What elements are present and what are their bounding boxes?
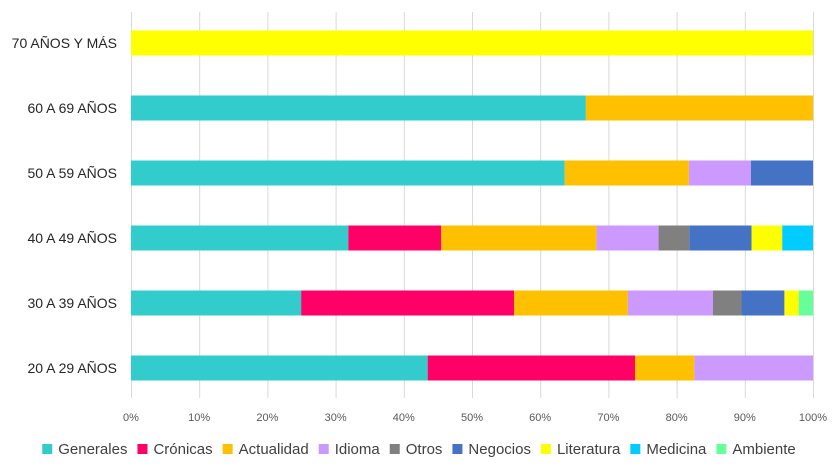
legend-swatch-negocios: [452, 444, 463, 454]
bar-segment-literatura-row-3: [751, 225, 783, 251]
legend: Generales Crónicas Actualidad Idioma Otros Ne…: [42, 441, 796, 458]
bar-segment-literatura-row-4: [784, 290, 799, 316]
x-tick-label: 30%: [325, 412, 347, 424]
bar-segment-actualidad-row-3: [441, 225, 597, 251]
category-labels: 70 AÑOS Y MÁS 60 A 69 AÑOS 50 A 59 AÑOS 40 …: [12, 35, 117, 376]
bar-segment-ambiente-row-4: [798, 290, 813, 316]
gridlines: [131, 12, 814, 398]
legend-label-idioma: Idioma: [335, 441, 381, 458]
legend-swatch-idioma: [318, 444, 329, 454]
category-label: 40 A 49 AÑOS: [27, 230, 117, 246]
x-tick-label: 90%: [734, 412, 756, 424]
bar-segment-generales-row-2: [131, 160, 565, 186]
x-tick-label: 10%: [188, 412, 210, 424]
x-tick-label: 40%: [393, 412, 415, 424]
bar-segment-crónicas-row-4: [301, 290, 515, 316]
x-tick-label: 50%: [461, 412, 483, 424]
bar-segment-actualidad-row-2: [564, 160, 689, 186]
legend-swatch-crónicas: [137, 444, 148, 454]
category-label: 50 A 59 AÑOS: [27, 165, 117, 181]
legend-swatch-medicina: [630, 444, 641, 454]
bar-segment-generales-row-4: [131, 290, 302, 316]
bar-segment-otros-row-4: [712, 290, 742, 316]
category-label: 20 A 29 AÑOS: [27, 360, 117, 376]
legend-label-ambiente: Ambiente: [732, 441, 795, 458]
bar-segment-generales-row-5: [131, 355, 428, 381]
legend-swatch-literatura: [540, 444, 551, 454]
category-label: 30 A 39 AÑOS: [27, 295, 117, 311]
bar-segment-actualidad-row-4: [514, 290, 628, 316]
legend-swatch-actualidad: [222, 444, 233, 454]
legend-swatch-otros: [389, 444, 400, 454]
bar-segment-negocios-row-3: [689, 225, 752, 251]
bar-segment-otros-row-3: [658, 225, 690, 251]
legend-label-negocios: Negocios: [468, 441, 531, 458]
x-tick-label: 70%: [597, 412, 619, 424]
bar-segment-generales-row-1: [131, 95, 586, 121]
category-label: 70 AÑOS Y MÁS: [12, 35, 117, 51]
bar-segment-idioma-row-2: [688, 160, 751, 186]
bar-segment-crónicas-row-3: [348, 225, 442, 251]
category-label: 60 A 69 AÑOS: [27, 100, 117, 116]
legend-label-generales: Generales: [58, 441, 127, 458]
legend-swatch-ambiente: [716, 444, 727, 454]
bar-segment-idioma-row-4: [627, 290, 713, 316]
legend-label-medicina: Medicina: [646, 441, 707, 458]
legend-label-crónicas: Crónicas: [153, 441, 212, 458]
x-tick-label: 100%: [799, 412, 827, 424]
x-tick-label: 0%: [123, 412, 139, 424]
bar-segment-idioma-row-3: [596, 225, 659, 251]
bar-segment-medicina-row-3: [782, 225, 813, 251]
legend-swatch-generales: [42, 444, 53, 454]
legend-label-otros: Otros: [406, 441, 443, 458]
bar-segment-literatura-row-0: [131, 30, 813, 56]
bar-segment-crónicas-row-5: [427, 355, 635, 381]
bar-segment-negocios-row-2: [750, 160, 813, 186]
bar-segment-idioma-row-5: [694, 355, 813, 381]
bars: [131, 30, 813, 381]
x-tick-label: 20%: [256, 412, 278, 424]
x-tick-label: 80%: [666, 412, 688, 424]
bar-segment-actualidad-row-5: [634, 355, 695, 381]
legend-label-actualidad: Actualidad: [239, 441, 309, 458]
x-tick-labels: 0% 10% 20% 30% 40% 50% 60% 70% 80% 90% 100%: [123, 412, 827, 424]
bar-segment-negocios-row-4: [741, 290, 785, 316]
bar-segment-actualidad-row-1: [585, 95, 813, 121]
x-tick-label: 60%: [529, 412, 551, 424]
bar-segment-generales-row-3: [131, 225, 349, 251]
legend-label-literatura: Literatura: [557, 441, 621, 458]
